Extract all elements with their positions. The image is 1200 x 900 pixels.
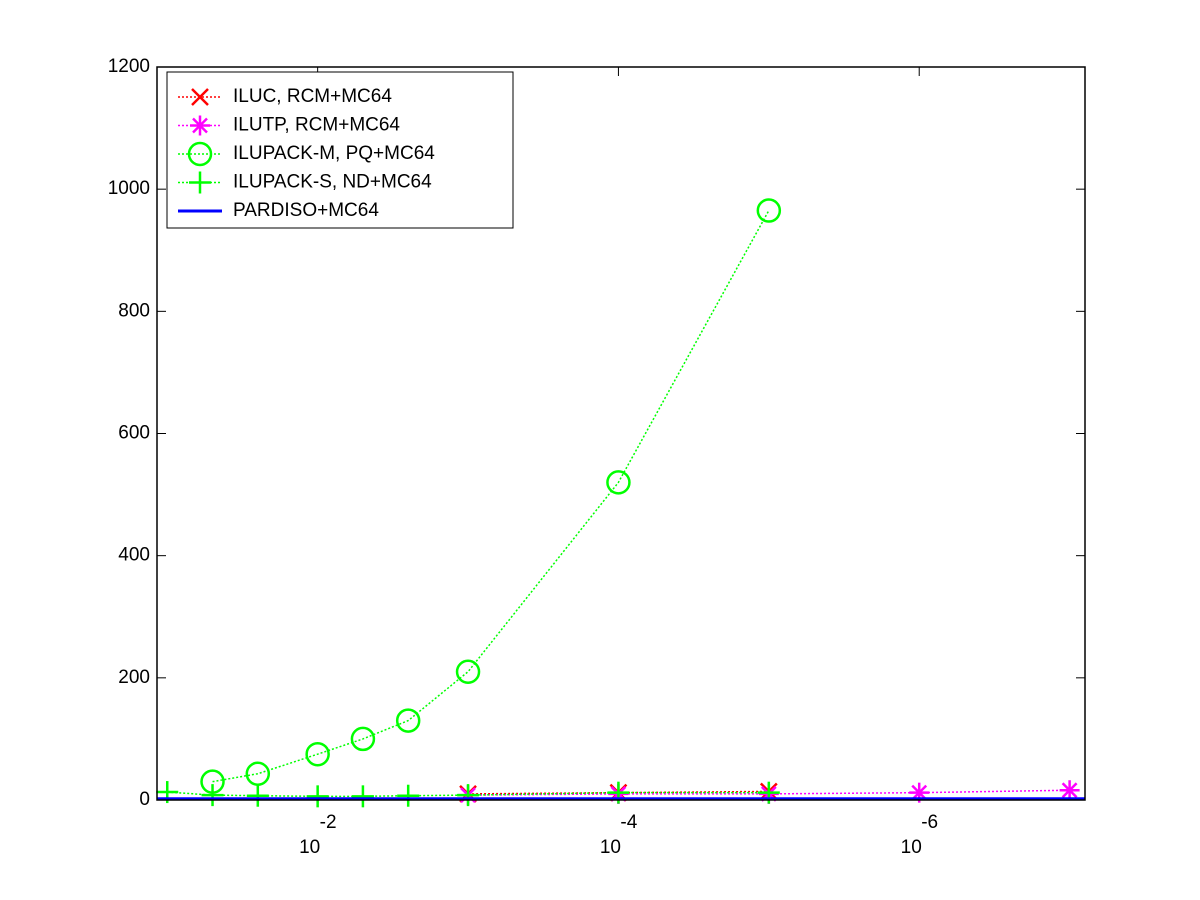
legend-label: PARDISO+MC64 bbox=[233, 200, 379, 221]
y-tick-label: 600 bbox=[118, 423, 150, 444]
legend-label: ILUPACK-M, PQ+MC64 bbox=[233, 143, 435, 164]
data-point bbox=[606, 470, 631, 495]
x-tick-label: 10 bbox=[600, 837, 621, 858]
marker-stroke bbox=[191, 88, 209, 106]
data-point bbox=[306, 785, 329, 808]
x-tick-exponent: -2 bbox=[320, 812, 337, 833]
data-point bbox=[397, 784, 420, 807]
legend-label: ILUTP, RCM+MC64 bbox=[233, 115, 400, 136]
x-tick-label: 10 bbox=[299, 837, 320, 858]
data-point bbox=[395, 708, 421, 733]
marker-stroke bbox=[1061, 782, 1078, 799]
data-point bbox=[305, 741, 330, 767]
data-point bbox=[457, 784, 480, 807]
marker-stroke bbox=[606, 470, 631, 495]
data-point bbox=[201, 784, 224, 807]
data-point bbox=[246, 784, 269, 807]
legend-marker bbox=[191, 88, 209, 106]
data-point bbox=[1059, 780, 1080, 801]
y-tick-label: 1000 bbox=[108, 178, 150, 199]
legend-marker bbox=[190, 115, 210, 136]
plot-frame bbox=[156, 66, 1086, 801]
y-tick-label: 0 bbox=[139, 789, 150, 810]
y-tick-label: 1200 bbox=[108, 56, 150, 77]
data-point bbox=[351, 785, 374, 808]
marker-stroke bbox=[187, 141, 213, 167]
series-line bbox=[167, 791, 769, 798]
data-point bbox=[350, 726, 376, 752]
legend-label: ILUPACK-S, ND+MC64 bbox=[233, 172, 432, 193]
marker-stroke bbox=[350, 726, 376, 752]
marker-stroke bbox=[305, 741, 330, 767]
x-tick-label: 10 bbox=[901, 837, 922, 858]
legend-label: ILUC, RCM+MC64 bbox=[233, 86, 392, 107]
data-point bbox=[756, 198, 782, 223]
y-tick-label: 200 bbox=[118, 667, 150, 688]
marker-stroke bbox=[455, 659, 481, 684]
data-point bbox=[455, 659, 481, 684]
marker-stroke bbox=[756, 198, 782, 223]
legend-marker bbox=[189, 171, 211, 194]
x-tick-exponent: -4 bbox=[620, 812, 637, 833]
x-tick-exponent: -6 bbox=[921, 812, 938, 833]
y-tick-label: 800 bbox=[118, 300, 150, 321]
marker-stroke bbox=[395, 708, 421, 733]
legend-box bbox=[166, 71, 514, 229]
legend-marker bbox=[187, 141, 213, 167]
y-tick-label: 400 bbox=[118, 545, 150, 566]
marker-stroke bbox=[192, 117, 208, 134]
